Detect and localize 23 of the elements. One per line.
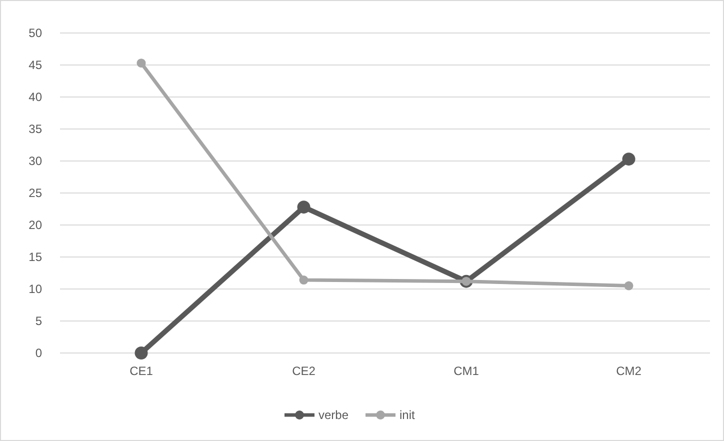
y-tick-label: 10: [28, 282, 42, 296]
point: [299, 276, 308, 285]
legend-label: verbe: [318, 408, 349, 422]
x-tick-label: CM2: [616, 364, 642, 378]
y-tick-label: 25: [28, 186, 42, 200]
y-tick-label: 20: [28, 218, 42, 232]
point: [297, 200, 310, 214]
x-tick-label: CE2: [292, 364, 316, 378]
y-tick-label: 30: [28, 154, 42, 168]
point: [624, 281, 634, 290]
y-tick-label: 0: [35, 346, 42, 360]
y-tick-label: 5: [35, 314, 42, 328]
y-tick-label: 40: [28, 90, 42, 104]
point: [622, 152, 636, 166]
x-tick-label: CM1: [454, 364, 480, 378]
point: [134, 346, 148, 360]
y-tick-label: 50: [28, 26, 42, 40]
x-tick-label: CE1: [130, 364, 154, 378]
y-tick-label: 15: [28, 250, 42, 264]
y-tick-label: 45: [28, 58, 42, 72]
y-tick-label: 35: [28, 122, 42, 136]
point: [136, 58, 146, 68]
legend-label: init: [400, 408, 416, 422]
